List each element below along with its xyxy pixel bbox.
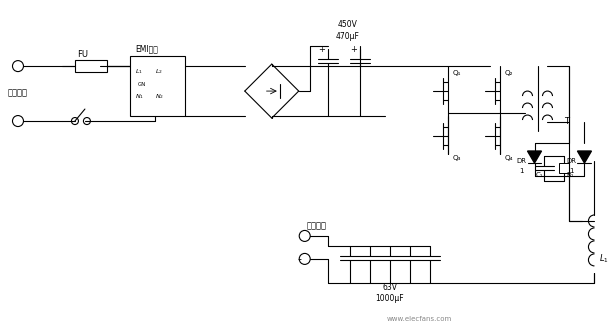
- Text: R₁: R₁: [567, 172, 574, 178]
- Text: -: -: [298, 254, 302, 264]
- Text: Q₃: Q₃: [453, 155, 461, 161]
- Text: 1: 1: [519, 168, 524, 174]
- Text: GN: GN: [138, 81, 146, 87]
- Text: +: +: [318, 45, 325, 54]
- Bar: [75, 60, 107, 72]
- Text: 450V: 450V: [338, 20, 357, 28]
- Text: 直流输出: 直流输出: [307, 221, 327, 230]
- Text: 1: 1: [569, 168, 574, 174]
- Text: www.elecfans.com: www.elecfans.com: [387, 316, 452, 322]
- Text: DR: DR: [567, 158, 576, 164]
- Text: Q₄: Q₄: [504, 155, 513, 161]
- Bar: [559, 163, 570, 173]
- Text: DR: DR: [517, 158, 526, 164]
- Text: 470μF: 470μF: [336, 32, 360, 41]
- Text: EMI滤波: EMI滤波: [135, 45, 158, 54]
- Circle shape: [84, 118, 90, 124]
- Text: Q₁: Q₁: [453, 70, 461, 76]
- Text: T: T: [564, 117, 570, 125]
- Polygon shape: [528, 151, 542, 163]
- Circle shape: [71, 118, 79, 124]
- Bar: [130, 56, 185, 116]
- Text: $N_1$: $N_1$: [135, 92, 144, 101]
- Text: 交流输入: 交流输入: [8, 89, 28, 98]
- Text: 63V: 63V: [382, 283, 397, 292]
- Text: Q₂: Q₂: [504, 70, 513, 76]
- Circle shape: [300, 230, 310, 241]
- Text: $L_1$: $L_1$: [135, 67, 143, 75]
- Circle shape: [300, 254, 310, 264]
- Text: $L_1$: $L_1$: [600, 253, 609, 265]
- Text: FU: FU: [77, 50, 88, 59]
- Text: $L_2$: $L_2$: [155, 67, 163, 75]
- Text: C₁: C₁: [536, 172, 544, 178]
- Text: +: +: [350, 45, 357, 54]
- Circle shape: [12, 116, 23, 126]
- Circle shape: [12, 61, 23, 71]
- Text: 1000μF: 1000μF: [375, 294, 404, 304]
- Polygon shape: [578, 151, 592, 163]
- Text: $N_2$: $N_2$: [155, 92, 164, 101]
